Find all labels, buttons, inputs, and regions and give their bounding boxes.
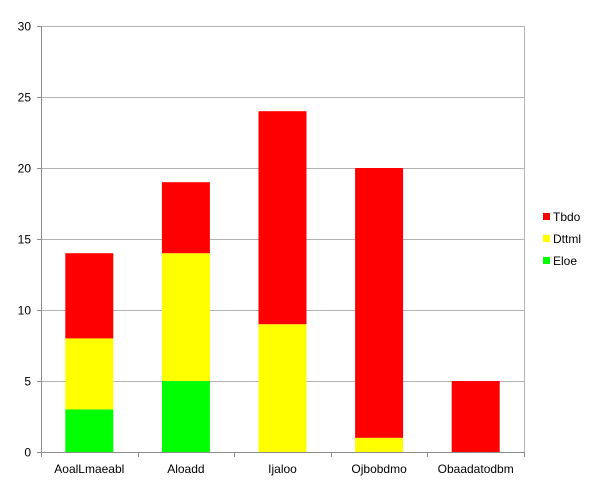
bar-dttml-3: [355, 437, 404, 452]
bar-dttml-2: [258, 324, 307, 452]
bar-tbdo-4: [451, 381, 500, 452]
y-tick-label-5: 25: [18, 91, 32, 105]
bar-dttml-0: [65, 338, 114, 410]
legend-label-eloe: Eloe: [553, 254, 577, 268]
legend-swatch-eloe: [543, 257, 550, 264]
y-tick-label-0: 0: [24, 446, 31, 460]
legend-label-dttml: Dttml: [553, 232, 581, 246]
x-tick-label-4: Obaadatodbm: [438, 462, 514, 476]
y-tick-label-1: 5: [24, 375, 31, 389]
bar-eloe-1: [161, 381, 210, 452]
legend-swatch-dttml: [543, 235, 550, 242]
y-tick-label-6: 30: [18, 20, 32, 34]
bar-tbdo-2: [258, 111, 307, 325]
bar-eloe-0: [65, 409, 114, 452]
x-tick-label-3: Ojbobdmo: [351, 462, 407, 476]
legend-swatch-tbdo: [543, 213, 550, 220]
x-tick-label-0: AoalLmaeabl: [54, 462, 124, 476]
bar-tbdo-0: [65, 253, 114, 339]
x-tick-label-1: Aloadd: [167, 462, 204, 476]
y-tick-label-3: 15: [18, 233, 32, 247]
legend-label-tbdo: Tbdo: [553, 210, 581, 224]
bar-dttml-1: [161, 253, 210, 381]
y-tick-label-2: 10: [18, 304, 32, 318]
bar-tbdo-3: [355, 168, 404, 438]
y-tick-label-4: 20: [18, 162, 32, 176]
x-tick-label-2: Ijaloo: [268, 462, 297, 476]
bars: [65, 111, 500, 452]
bar-tbdo-1: [161, 182, 210, 254]
legend: Tbdo Dttml Eloe: [543, 210, 581, 268]
axes: 0 5 10 15 20 25 30 AoalLmaeabl Aloadd Ijaloo Ojbob…: [18, 20, 525, 476]
